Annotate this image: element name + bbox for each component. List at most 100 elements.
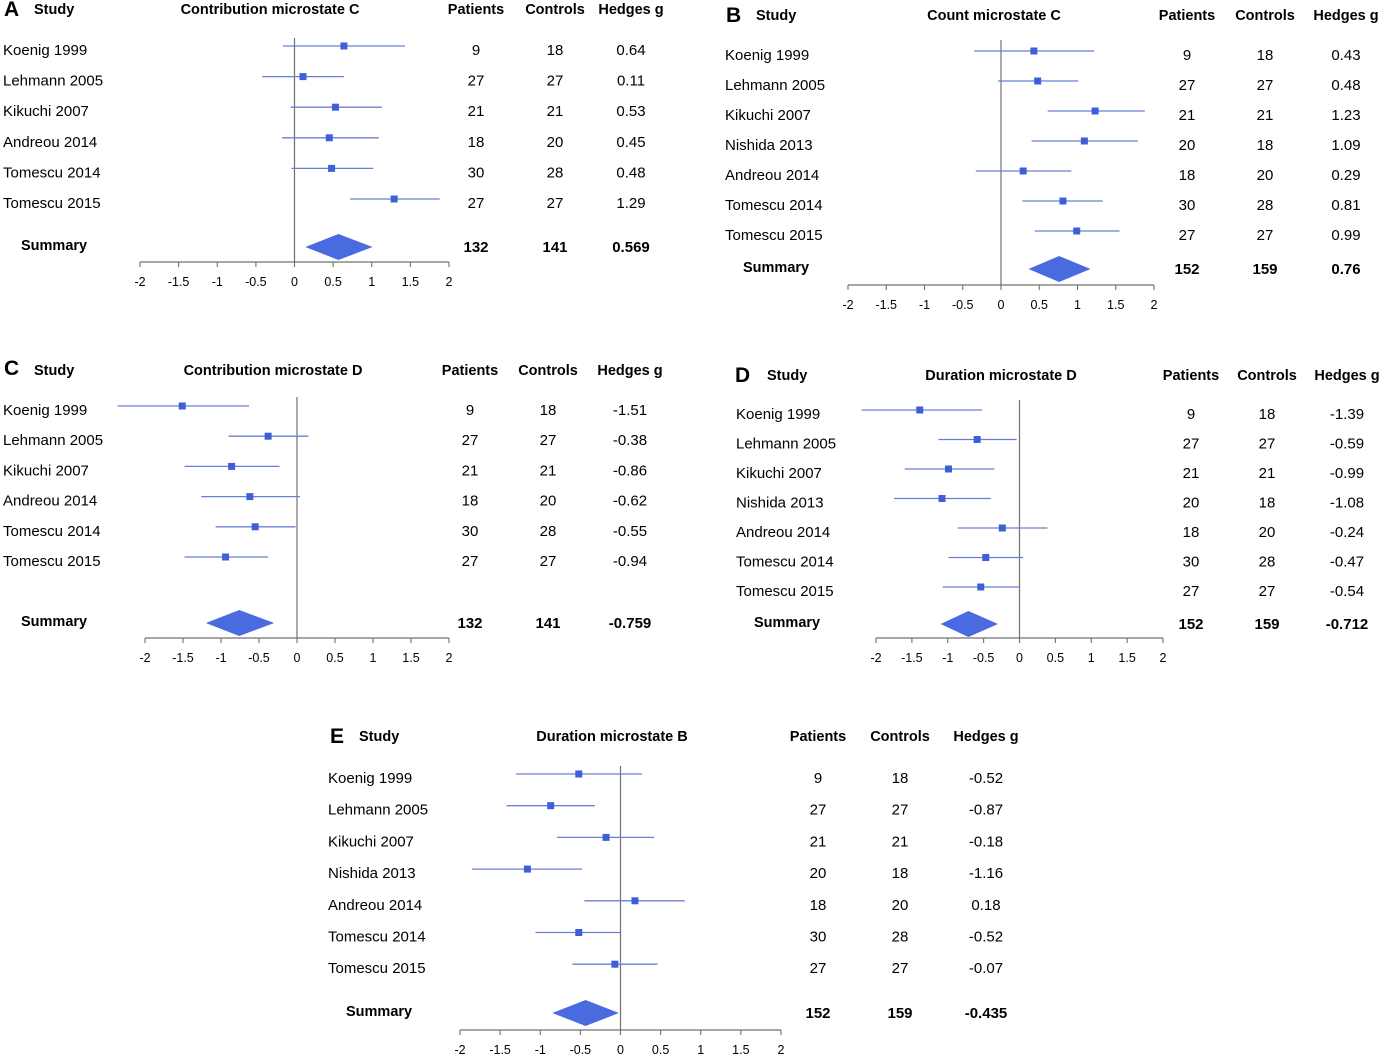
patients-value: 30 [468, 164, 485, 181]
study-label: Tomescu 2014 [328, 929, 426, 946]
controls-value: 21 [547, 103, 564, 120]
hedges-g-value: -0.55 [613, 523, 647, 540]
patients-value: 30 [462, 523, 479, 540]
summary-controls-value: 141 [535, 615, 560, 632]
study-label: Andreou 2014 [736, 524, 830, 541]
hedges-g-value: 0.53 [616, 103, 645, 120]
x-axis-tick-label: -2 [134, 275, 145, 289]
study-label: Kikuchi 2007 [3, 462, 89, 479]
patients-value: 27 [1179, 227, 1196, 244]
summary-diamond [940, 611, 998, 637]
patients-value: 30 [810, 929, 827, 946]
effect-size-marker [340, 42, 348, 50]
x-axis-tick-label: -1.5 [172, 651, 194, 665]
effect-size-marker [1034, 77, 1042, 85]
hedges-g-value: -1.51 [613, 402, 647, 419]
x-axis-tick-label: -1 [535, 1043, 546, 1057]
x-axis-tick-label: -0.5 [973, 651, 995, 665]
study-label: Tomescu 2015 [725, 227, 823, 244]
summary-patients-value: 152 [805, 1005, 830, 1022]
controls-value: 21 [892, 833, 909, 850]
x-axis-tick-label: -1.5 [875, 298, 897, 312]
patients-value: 27 [468, 73, 485, 90]
effect-size-marker [523, 865, 531, 873]
study-label: Nishida 2013 [328, 865, 416, 882]
controls-value: 28 [547, 164, 564, 181]
column-header-hedges-g: Hedges g [1313, 8, 1378, 24]
hedges-g-value: -0.52 [969, 770, 1003, 787]
hedges-g-value: 0.18 [971, 897, 1000, 914]
column-header-controls: Controls [1237, 368, 1297, 384]
panel-e: E Study Duration microstate B Patients Contr… [328, 725, 1019, 1057]
summary-patients-value: 132 [457, 615, 482, 632]
summary-label: Summary [21, 614, 87, 630]
hedges-g-value: 0.99 [1331, 227, 1360, 244]
study-label: Tomescu 2015 [328, 960, 426, 977]
panel-letter: D [735, 364, 750, 387]
x-axis-tick-label: 1 [1088, 651, 1095, 665]
patients-value: 30 [1183, 554, 1200, 571]
study-label: Nishida 2013 [725, 137, 813, 154]
plot-title: Contribution microstate D [184, 363, 363, 379]
hedges-g-value: -0.24 [1330, 524, 1364, 541]
effect-size-marker [1059, 197, 1067, 205]
x-axis-tick-label: -1 [942, 651, 953, 665]
summary-hedges-g-value: 0.569 [612, 239, 650, 256]
controls-value: 18 [1257, 137, 1274, 154]
plot-title: Count microstate C [927, 8, 1061, 24]
x-axis-tick-label: 1.5 [402, 275, 419, 289]
hedges-g-value: 0.48 [1331, 77, 1360, 94]
patients-value: 27 [462, 432, 479, 449]
x-axis-tick-label: -2 [842, 298, 853, 312]
summary-diamond [1028, 256, 1091, 282]
hedges-g-value: -0.99 [1330, 465, 1364, 482]
panel-letter: E [330, 725, 344, 748]
column-header-patients: Patients [790, 729, 846, 745]
controls-value: 27 [547, 73, 564, 90]
column-header-hedges-g: Hedges g [953, 729, 1018, 745]
controls-value: 21 [1257, 107, 1274, 124]
controls-value: 27 [1257, 77, 1274, 94]
study-label: Koenig 1999 [725, 47, 809, 64]
summary-label: Summary [743, 260, 809, 276]
hedges-g-value: 0.29 [1331, 167, 1360, 184]
study-label: Nishida 2013 [736, 495, 824, 512]
column-header-study: Study [767, 368, 807, 384]
summary-hedges-g-value: 0.76 [1331, 261, 1360, 278]
controls-value: 27 [892, 802, 909, 819]
hedges-g-value: 0.43 [1331, 47, 1360, 64]
x-axis-tick-label: -2 [870, 651, 881, 665]
panel-c: C Study Contribution microstate D Patients C… [3, 357, 663, 665]
x-axis-tick-label: -1.5 [168, 275, 190, 289]
controls-value: 20 [540, 493, 557, 510]
effect-size-marker [575, 770, 583, 778]
patients-value: 18 [462, 493, 479, 510]
patients-value: 20 [1183, 495, 1200, 512]
panel-b: B Study Count microstate C Patients Controls… [725, 4, 1379, 312]
controls-value: 28 [1257, 197, 1274, 214]
controls-value: 18 [1259, 406, 1276, 423]
column-header-hedges-g: Hedges g [598, 2, 663, 18]
effect-size-marker [328, 164, 336, 172]
controls-value: 18 [540, 402, 557, 419]
controls-value: 27 [540, 553, 557, 570]
controls-value: 18 [1259, 495, 1276, 512]
effect-size-marker [325, 134, 333, 142]
hedges-g-value: -1.39 [1330, 406, 1364, 423]
controls-value: 27 [540, 432, 557, 449]
hedges-g-value: 0.81 [1331, 197, 1360, 214]
x-axis-tick-label: 0.5 [652, 1043, 669, 1057]
effect-size-marker [1073, 227, 1081, 235]
effect-size-marker [631, 897, 639, 905]
effect-size-marker [611, 960, 619, 968]
patients-value: 9 [472, 42, 480, 59]
x-axis-tick-label: 2 [1160, 651, 1167, 665]
x-axis-tick-label: 1.5 [1118, 651, 1135, 665]
controls-value: 27 [547, 195, 564, 212]
study-label: Tomescu 2015 [3, 553, 101, 570]
effect-size-marker [1030, 47, 1038, 55]
x-axis-tick-label: -1 [919, 298, 930, 312]
patients-value: 18 [468, 134, 485, 151]
hedges-g-value: -0.87 [969, 802, 1003, 819]
summary-patients-value: 152 [1178, 616, 1203, 633]
